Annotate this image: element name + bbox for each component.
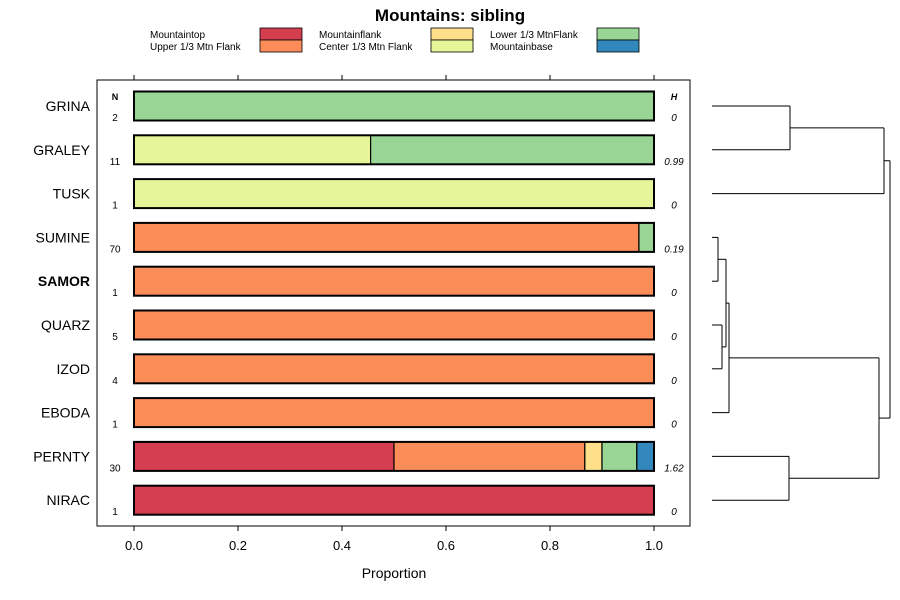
bar-segment-sumine-lower-1-3-mtnflank <box>638 222 655 253</box>
dendrogram <box>712 105 891 501</box>
x-axis: 0.0 0.2 0.4 0.6 0.8 1.0 <box>125 75 663 553</box>
bar-row-samor <box>133 265 655 297</box>
n-value-graley: 11 <box>110 157 121 168</box>
bar-outline-quarz <box>133 309 655 341</box>
bar-row-quarz <box>133 309 655 341</box>
bar-row-nirac <box>133 484 655 516</box>
h-value-tusk: 0 <box>671 201 677 212</box>
bar-row-izod <box>133 353 655 385</box>
x-tick-label: 0.2 <box>229 538 247 553</box>
x-axis-label: Proportion <box>362 565 427 581</box>
bar-segment-sumine-upper-1-3-mtn-flank <box>133 222 640 253</box>
row-label-samor: SAMOR <box>38 273 90 289</box>
bar-outline-grina <box>133 90 655 122</box>
h-value-pernty: 1.62 <box>664 463 684 474</box>
row-label-sumine: SUMINE <box>36 229 90 245</box>
h-value-grina: 0 <box>671 113 677 124</box>
n-header: N <box>112 92 119 102</box>
plot-frame <box>96 79 691 527</box>
bar-row-grina <box>133 90 655 122</box>
legend-swatch-lower-1-3-mtnflank <box>596 27 640 41</box>
row-label-eboda: EBODA <box>41 405 91 421</box>
row-label-tusk: TUSK <box>53 186 91 202</box>
h-value-graley: 0.99 <box>664 157 684 168</box>
bar-row-graley <box>133 134 655 166</box>
bar-segment-quarz-upper-1-3-mtn-flank <box>133 309 655 341</box>
n-value-sumine: 70 <box>109 244 121 255</box>
bar-segment-tusk-center-1-3-mtn-flank <box>133 178 655 209</box>
row-label-grina: GRINA <box>46 98 91 114</box>
bar-segment-izod-upper-1-3-mtn-flank <box>133 353 655 384</box>
x-tick-label: 1.0 <box>645 538 663 553</box>
h-value-nirac: 0 <box>671 507 677 518</box>
h-value-sumine: 0.19 <box>664 244 684 255</box>
chart-title: Mountains: sibling <box>375 6 525 25</box>
bar-segment-nirac-mountaintop <box>133 485 655 516</box>
bar-segment-samor-upper-1-3-mtn-flank <box>133 266 655 297</box>
bar-outline-sumine <box>133 221 655 253</box>
legend-swatch-upper-1-3-mtn-flank <box>259 39 303 53</box>
h-value-samor: 0 <box>671 288 677 299</box>
bar-outline-samor <box>133 265 655 297</box>
bar-outline-nirac <box>133 484 655 516</box>
row-label-graley: GRALEY <box>33 142 90 158</box>
h-value-eboda: 0 <box>671 420 677 431</box>
row-label-izod: IZOD <box>57 361 90 377</box>
h-value-izod: 0 <box>671 376 677 387</box>
legend-label-mountaintop: Mountaintop <box>150 30 205 41</box>
n-value-quarz: 5 <box>112 332 118 343</box>
n-value-nirac: 1 <box>112 507 118 518</box>
legend-label-upper-1-3-mtn-flank: Upper 1/3 Mtn Flank <box>150 42 242 53</box>
bar-outline-pernty <box>133 440 655 472</box>
bar-segment-graley-center-1-3-mtn-flank <box>133 134 372 165</box>
n-value-izod: 4 <box>112 376 118 387</box>
bar-row-sumine <box>133 221 655 253</box>
row-label-pernty: PERNTY <box>33 448 90 464</box>
legend-swatch-mountainflank <box>430 27 474 41</box>
legend-label-center-1-3-mtn-flank: Center 1/3 Mtn Flank <box>319 42 413 53</box>
n-value-samor: 1 <box>112 288 118 299</box>
h-value-quarz: 0 <box>671 332 677 343</box>
legend-label-lower-1-3-mtnflank: Lower 1/3 MtnFlank <box>490 30 579 41</box>
bar-segment-eboda-upper-1-3-mtn-flank <box>133 397 655 428</box>
n-value-grina: 2 <box>112 113 118 124</box>
bar-segment-pernty-upper-1-3-mtn-flank <box>393 441 586 472</box>
x-tick-label: 0.8 <box>541 538 559 553</box>
n-value-tusk: 1 <box>112 201 118 212</box>
bar-segment-pernty-lower-1-3-mtnflank <box>601 441 638 472</box>
bars-group <box>133 90 655 516</box>
legend-label-mountainbase: Mountainbase <box>490 42 553 53</box>
n-value-pernty: 30 <box>109 463 121 474</box>
bar-segment-pernty-mountaintop <box>133 441 395 472</box>
bar-outline-eboda <box>133 397 655 429</box>
row-label-quarz: QUARZ <box>41 317 90 333</box>
bar-row-eboda <box>133 397 655 429</box>
x-tick-label: 0.0 <box>125 538 143 553</box>
h-header: H <box>671 92 678 102</box>
bar-outline-graley <box>133 134 655 166</box>
bar-segment-pernty-mountainflank <box>584 441 603 472</box>
legend-swatch-mountainbase <box>596 39 640 53</box>
bar-segment-graley-lower-1-3-mtnflank <box>370 134 655 165</box>
legend-swatch-mountaintop <box>259 27 303 41</box>
bar-segment-grina-lower-1-3-mtnflank <box>133 90 655 122</box>
bar-row-pernty <box>133 440 655 472</box>
x-tick-label: 0.4 <box>333 538 351 553</box>
bar-row-tusk <box>133 178 655 210</box>
n-value-eboda: 1 <box>112 420 118 431</box>
legend-swatch-center-1-3-mtn-flank <box>430 39 474 53</box>
bar-segment-pernty-mountainbase <box>636 441 655 472</box>
row-label-nirac: NIRAC <box>46 492 90 508</box>
bar-outline-tusk <box>133 178 655 210</box>
bar-outline-izod <box>133 353 655 385</box>
x-tick-label: 0.6 <box>437 538 455 553</box>
legend-label-mountainflank: Mountainflank <box>319 30 382 41</box>
